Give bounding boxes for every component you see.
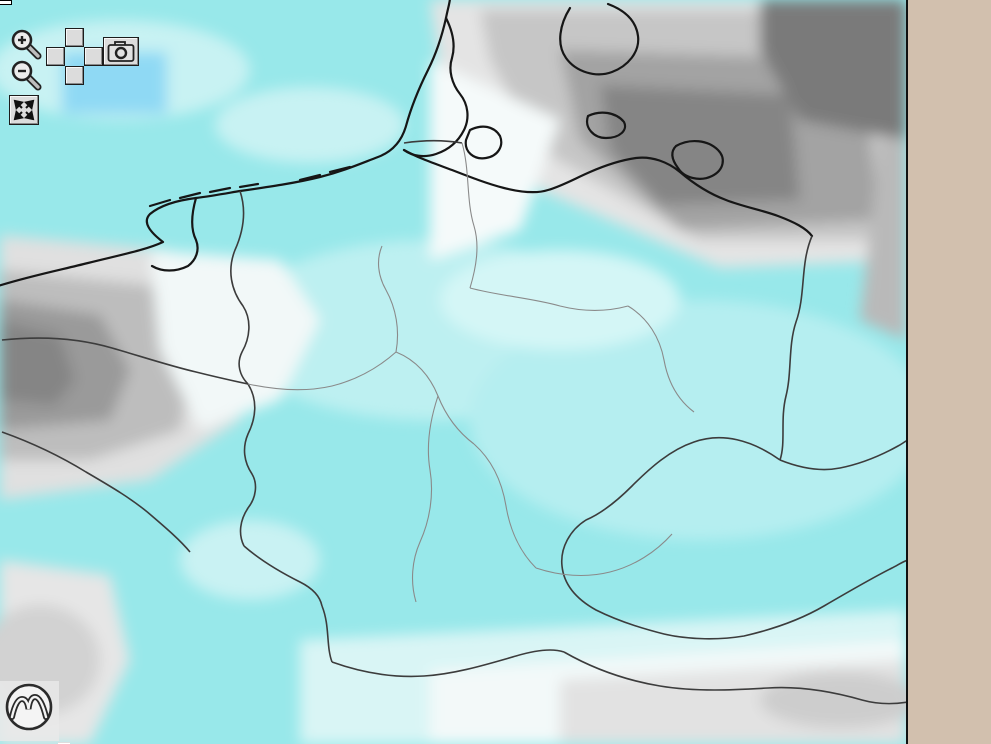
cloud-cover-scale [908, 100, 991, 700]
camera-icon [107, 40, 135, 62]
map-controls [8, 28, 158, 128]
map-canvas[interactable] [0, 0, 906, 744]
zoom-out-button[interactable] [10, 59, 42, 96]
pan-up-button[interactable] [65, 28, 84, 47]
pan-down-button[interactable] [65, 66, 84, 85]
zoom-in-icon [11, 29, 42, 60]
zoom-out-icon [11, 60, 42, 91]
pan-control [46, 28, 103, 85]
title-bar [0, 0, 12, 5]
fullscreen-icon [13, 99, 35, 121]
metmaps-logo-icon [5, 683, 53, 731]
attribution-text [58, 742, 70, 744]
pan-right-button[interactable] [84, 47, 103, 66]
pan-left-button[interactable] [46, 47, 65, 66]
metmaps-logo[interactable] [0, 681, 59, 741]
legend-panel [906, 0, 991, 744]
snapshot-button[interactable] [103, 37, 139, 66]
map-background [0, 0, 906, 744]
zoom-in-button[interactable] [10, 28, 42, 65]
fullscreen-button[interactable] [9, 95, 39, 125]
